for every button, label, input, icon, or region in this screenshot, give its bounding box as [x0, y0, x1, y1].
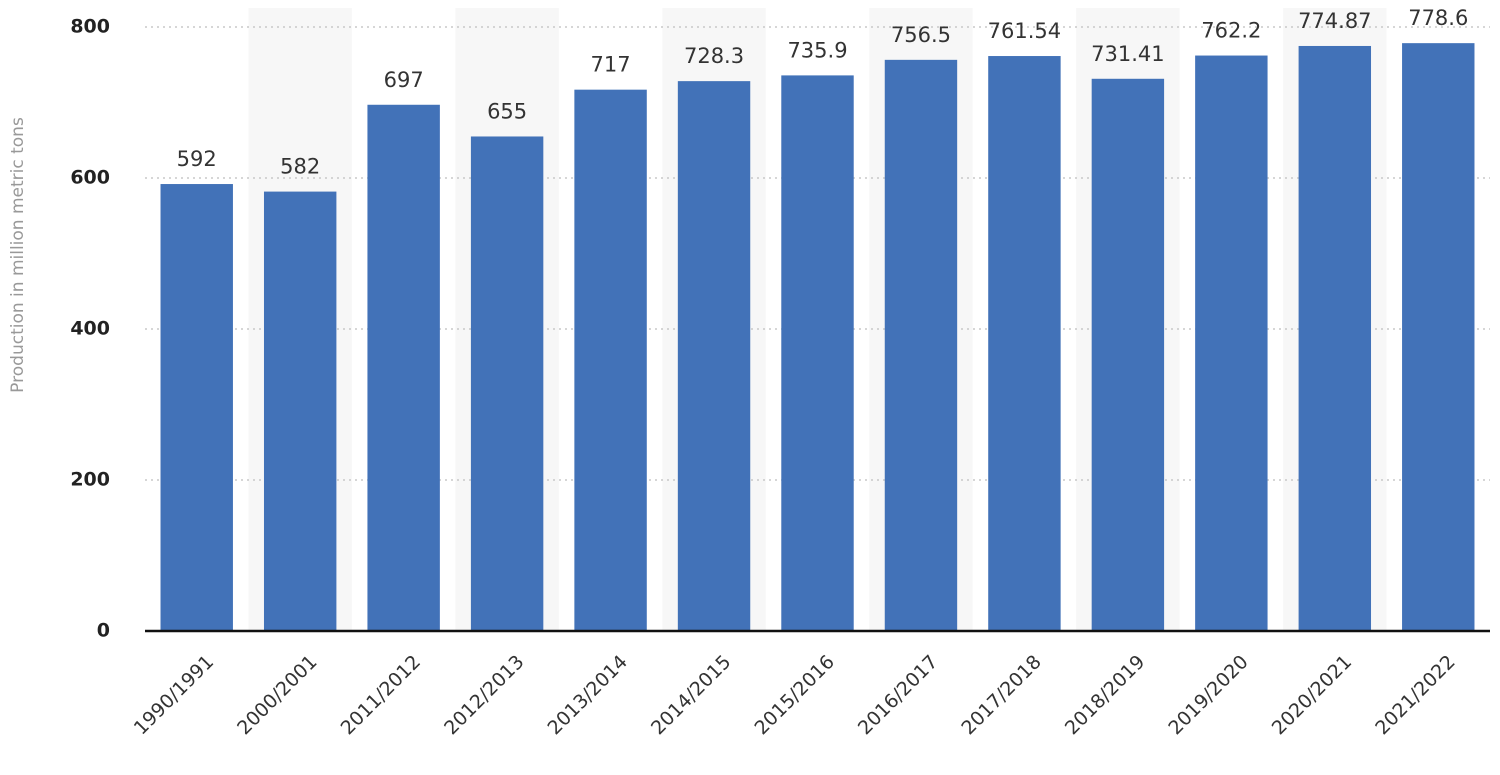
bar [1091, 78, 1165, 631]
x-tick-label: 2020/2021 [1268, 651, 1356, 739]
x-tick-label: 2015/2016 [750, 651, 838, 739]
x-tick-label: 2021/2022 [1371, 651, 1459, 739]
bar [367, 104, 440, 631]
bar [470, 136, 544, 631]
bar [677, 81, 751, 632]
bar [160, 184, 233, 632]
y-tick-label: 200 [70, 469, 110, 491]
value-label: 731.41 [1091, 42, 1164, 66]
value-label: 592 [177, 147, 217, 171]
value-label: 778.6 [1408, 6, 1468, 30]
value-label: 697 [384, 68, 424, 92]
bar [884, 59, 958, 631]
x-tick-label: 2011/2012 [337, 651, 425, 739]
x-tick-label: 2013/2014 [544, 651, 632, 739]
x-tick-label: 2000/2001 [233, 651, 321, 739]
y-tick-label: 400 [70, 318, 110, 340]
x-tick-label: 2014/2015 [647, 651, 735, 739]
value-label: 762.2 [1201, 19, 1261, 43]
value-label: 735.9 [787, 38, 847, 62]
y-tick-label: 600 [70, 167, 110, 189]
value-label: 655 [487, 99, 527, 123]
bar [1402, 43, 1475, 632]
value-label: 717 [591, 53, 631, 77]
x-tick-label: 2019/2020 [1164, 651, 1252, 739]
y-tick-label: 800 [70, 16, 110, 38]
bar [988, 56, 1061, 632]
y-tick-label: 0 [97, 620, 110, 642]
bar [263, 191, 337, 631]
y-axis-title: Production in million metric tons [8, 117, 28, 393]
x-tick-label: 2012/2013 [440, 651, 528, 739]
x-tick-label: 2017/2018 [957, 651, 1045, 739]
value-label: 774.87 [1298, 9, 1371, 33]
x-tick-label: 1990/1991 [130, 651, 218, 739]
bar [574, 89, 647, 632]
bar [1195, 55, 1268, 631]
bar [1298, 45, 1372, 632]
value-label: 761.54 [988, 19, 1061, 43]
value-label: 582 [280, 155, 320, 179]
x-tick-label: 2018/2019 [1061, 651, 1149, 739]
value-label: 756.5 [891, 23, 951, 47]
x-tick-label: 2016/2017 [854, 651, 942, 739]
value-label: 728.3 [684, 44, 744, 68]
bar [781, 75, 854, 631]
